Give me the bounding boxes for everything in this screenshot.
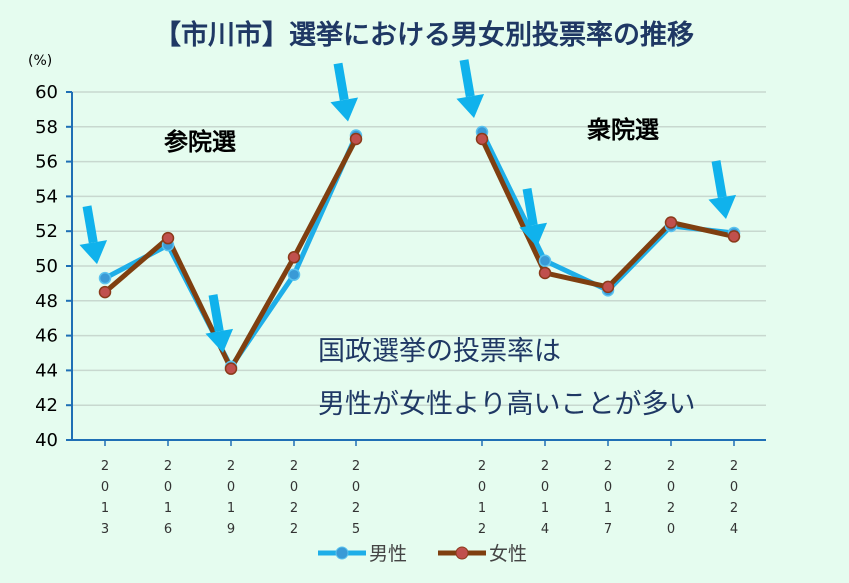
y-tick-label: 48 [35, 291, 58, 312]
female-data-point [98, 285, 112, 299]
x-tick-label-char: 3 [101, 522, 109, 537]
group-label-sangiin: 参院選 [164, 128, 236, 156]
x-tick-label-char: 0 [352, 480, 360, 495]
female-data-point [349, 132, 363, 146]
y-tick-labels: 40 42 44 46 48 50 52 54 56 58 60 [35, 82, 58, 451]
legend-female-label: 女性 [489, 543, 527, 565]
y-tick-label: 44 [35, 360, 58, 381]
x-tick-label-char: 1 [604, 501, 612, 516]
male-data-point [287, 268, 301, 281]
x-tick-label-char: 0 [667, 522, 675, 537]
x-tick-label-char: 2 [290, 501, 298, 516]
female-data-point [224, 362, 238, 375]
annotation-line-2: 男性が女性より高いことが多い [318, 389, 695, 420]
female-data-point [287, 251, 301, 264]
male-data-point [98, 271, 112, 285]
arrow-shaft [459, 59, 475, 98]
group-label-shugiin: 衆院選 [587, 116, 659, 144]
arrow-shaft [208, 294, 224, 333]
arrow-head [79, 240, 108, 265]
x-tick-label-char: 7 [604, 522, 612, 537]
x-tick-label-char: 2 [101, 459, 109, 474]
x-tick-label-char: 1 [227, 501, 235, 516]
series-lines [103, 130, 735, 372]
legend-male-label: 男性 [369, 543, 407, 565]
arrow-shaft [82, 205, 98, 244]
x-tick-label-char: 2 [290, 459, 298, 474]
arrow-head [330, 97, 359, 122]
x-tick-label-char: 5 [352, 522, 360, 537]
legend: 男性 女性 [318, 543, 527, 565]
arrow-head [456, 93, 485, 119]
x-tick-label-char: 0 [478, 480, 486, 495]
x-tick-label-char: 2 [730, 459, 738, 474]
x-tick-label-char: 0 [164, 480, 172, 495]
series-points [98, 125, 741, 375]
arrow-shaft [711, 160, 727, 199]
arrow-head [708, 194, 737, 219]
x-tick-label-char: 2 [730, 501, 738, 516]
arrow-head [205, 328, 234, 353]
x-tick-label-char: 2 [227, 459, 235, 474]
y-tick-label: 52 [35, 221, 58, 242]
chart-title: 【市川市】選挙における男女別投票率の推移 [154, 19, 694, 51]
annotation-line-1: 国政選挙の投票率は [318, 336, 561, 367]
female-data-point [664, 216, 678, 229]
y-axis-unit: (%) [28, 53, 52, 69]
legend-male-marker [335, 546, 349, 560]
x-tick-label-char: 4 [730, 522, 738, 537]
legend-female-marker [455, 546, 469, 560]
x-tick-label-char: 2 [667, 459, 675, 474]
y-tick-label: 56 [35, 152, 58, 173]
x-tick-label-char: 2 [478, 522, 486, 537]
y-tick-label: 46 [35, 326, 58, 347]
x-tick-label-char: 9 [227, 522, 235, 537]
female-data-point [601, 280, 615, 294]
x-tick-label-char: 2 [541, 459, 549, 474]
y-tick-label: 54 [35, 186, 58, 207]
x-tick-label-char: 0 [730, 480, 738, 495]
gridlines [66, 91, 766, 441]
x-tick-label-char: 2 [604, 459, 612, 474]
x-tick-label-char: 4 [541, 522, 549, 537]
arrow-shaft [333, 62, 349, 101]
arrow-head [519, 222, 548, 247]
x-tick-label-char: 0 [667, 480, 675, 495]
y-tick-label: 40 [35, 430, 58, 451]
x-tick-label-char: 2 [290, 522, 298, 537]
female-data-point [727, 230, 741, 243]
x-tick-label-char: 0 [227, 480, 235, 495]
x-tick-label-char: 1 [541, 501, 549, 516]
female-data-point [475, 132, 489, 146]
axes [71, 92, 766, 441]
y-tick-label: 42 [35, 395, 58, 416]
y-tick-label: 50 [35, 256, 58, 277]
x-tick-label-char: 2 [164, 459, 172, 474]
female-data-point [161, 231, 175, 245]
x-tick-label-char: 2 [667, 501, 675, 516]
y-tick-label: 58 [35, 117, 58, 138]
x-tick-label-char: 0 [101, 480, 109, 495]
x-tick-label-char: 0 [290, 480, 298, 495]
x-tick-label-char: 1 [164, 501, 172, 516]
x-tick-label-char: 0 [541, 480, 549, 495]
male-data-point [538, 254, 552, 268]
highlight-arrows [79, 59, 737, 353]
x-tick-label-char: 1 [478, 501, 486, 516]
x-tick-label-char: 2 [352, 501, 360, 516]
y-tick-label: 60 [35, 82, 58, 103]
x-tick-labels: 2 0 1 3 2 0 1 6 2 0 1 9 2 0 2 2 2 0 2 5 2 0 1 2 2 0 1 4 2 0 1 7 2 0 2 0 2 0 2 4 [101, 440, 738, 537]
x-tick-label-char: 2 [352, 459, 360, 474]
female-data-point [538, 266, 552, 280]
arrow-shaft [522, 188, 538, 226]
x-tick-label-char: 6 [164, 522, 172, 537]
x-tick-label-char: 1 [101, 501, 109, 516]
x-tick-label-char: 2 [478, 459, 486, 474]
x-tick-label-char: 0 [604, 480, 612, 495]
